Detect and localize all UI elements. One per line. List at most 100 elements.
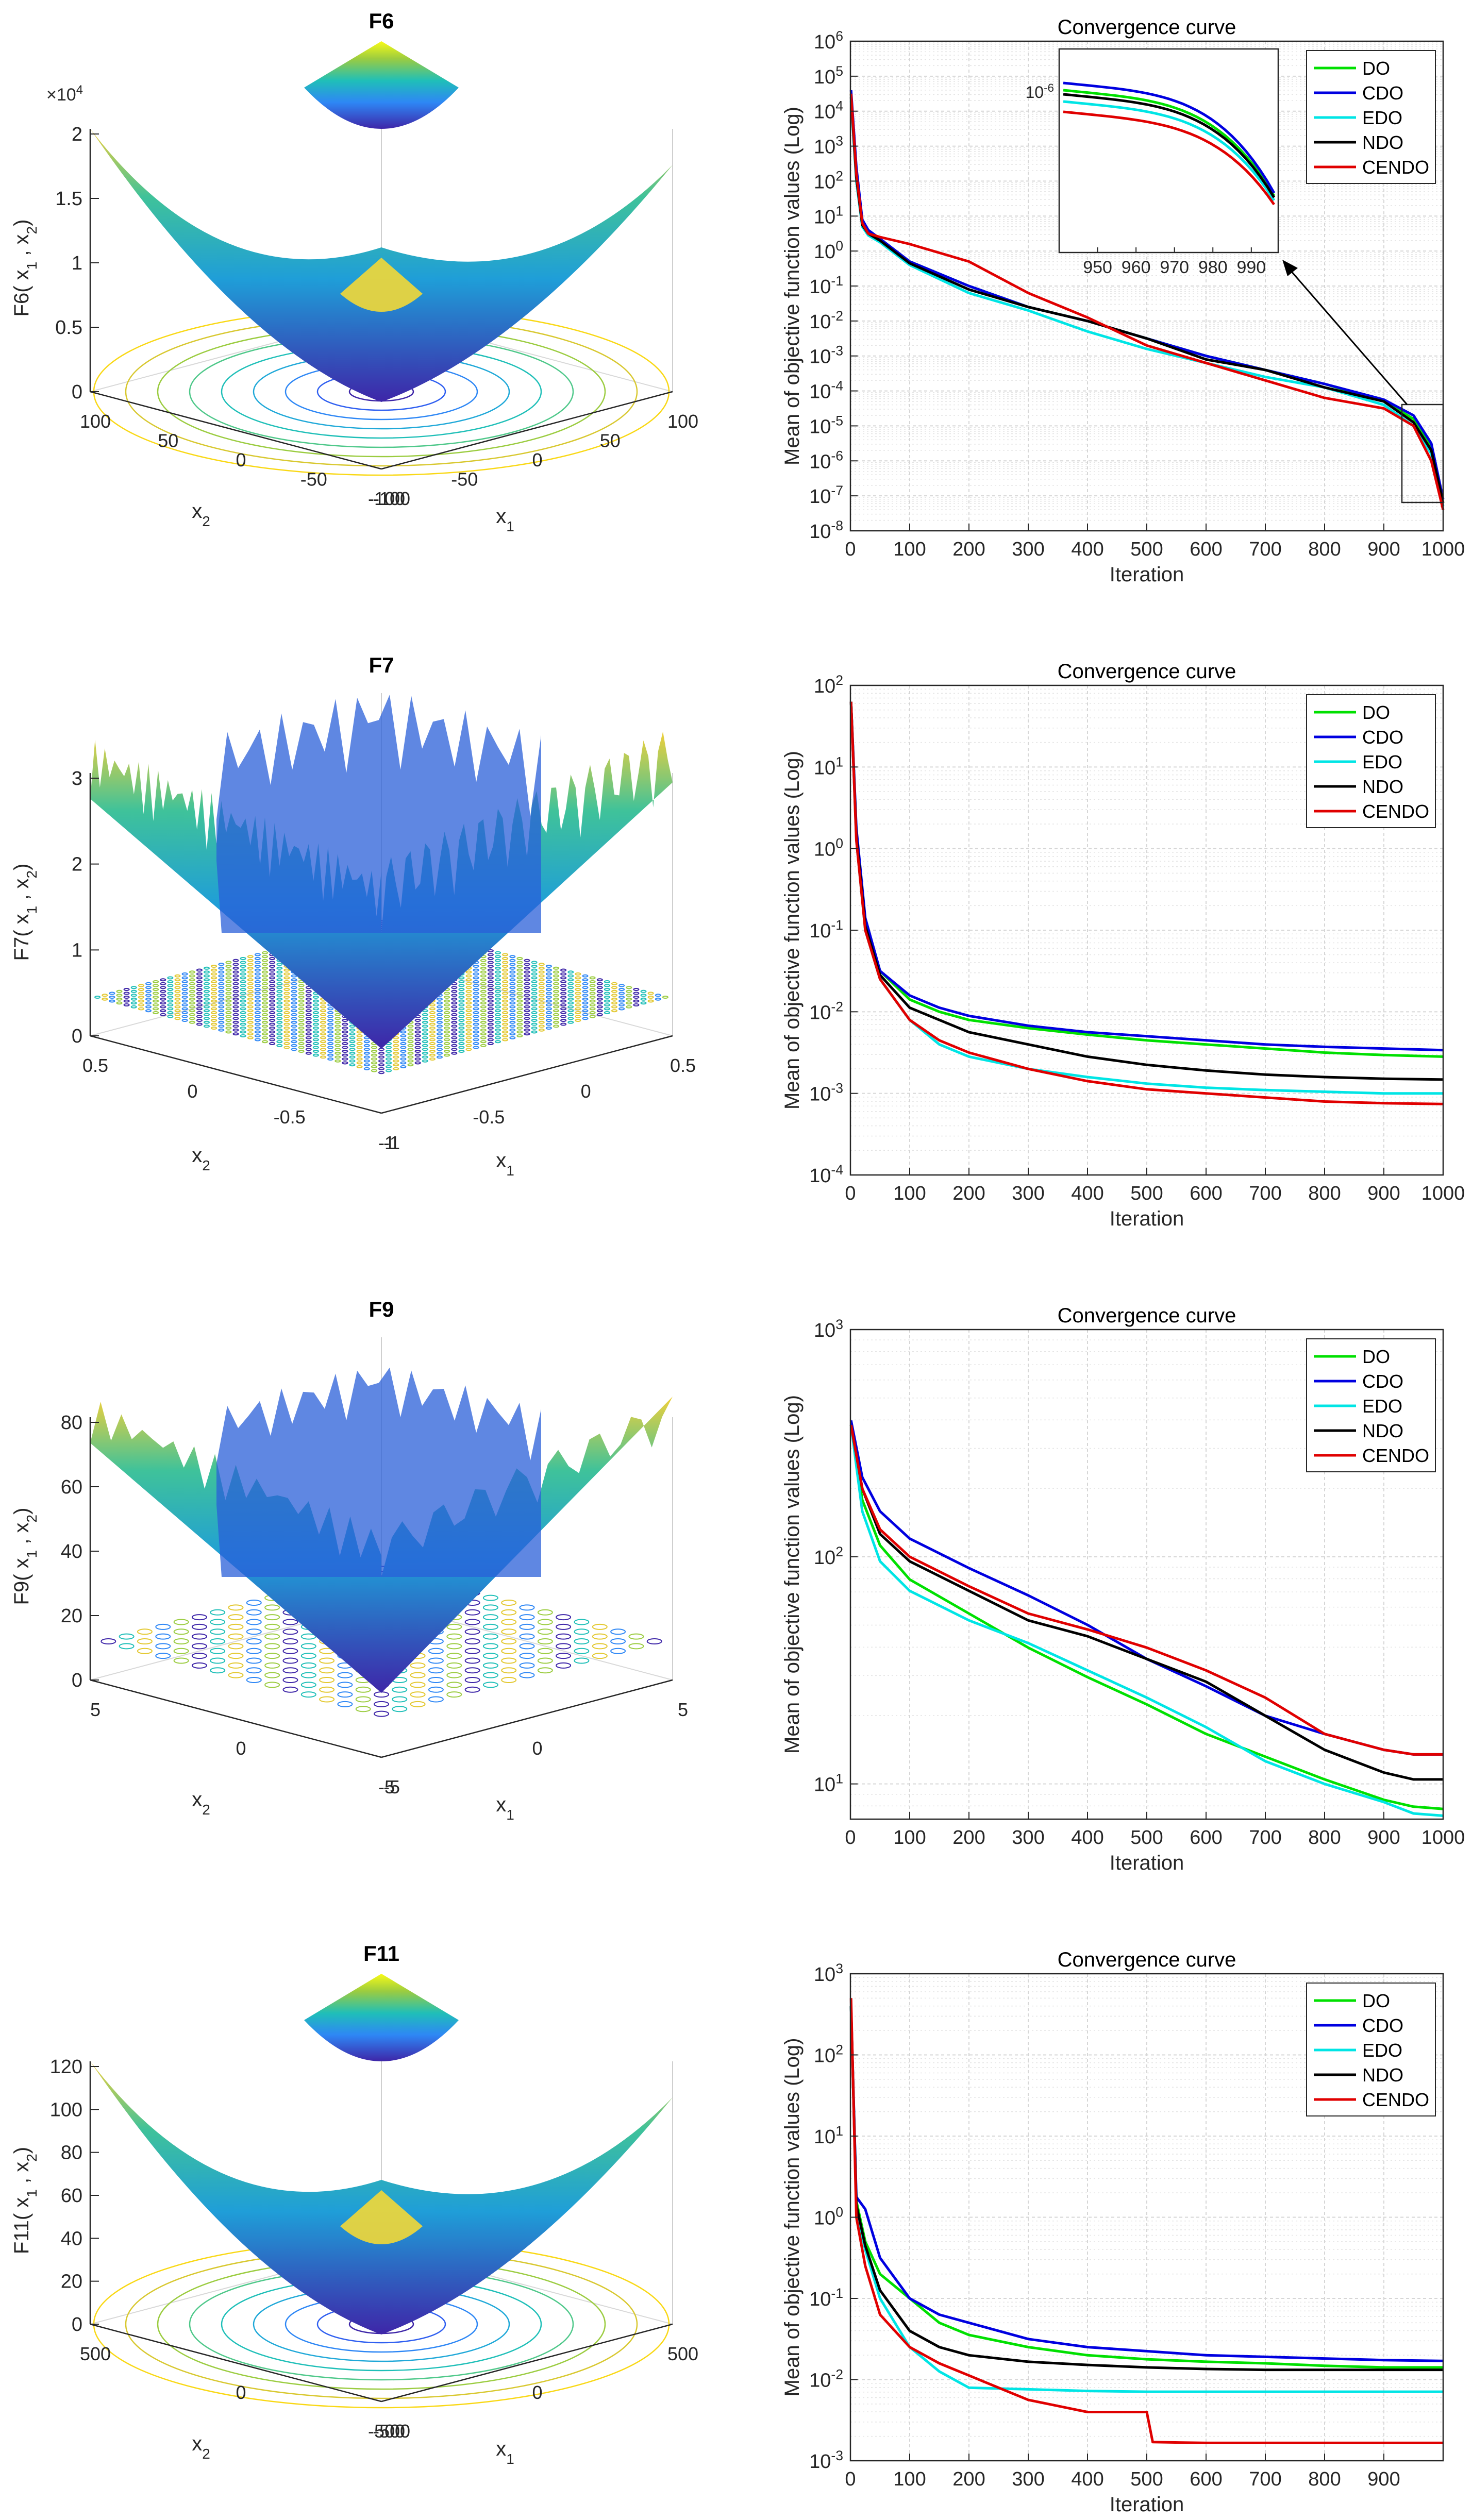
contour-cell (174, 1013, 181, 1016)
contour-cell (458, 1011, 465, 1014)
contour-cell (247, 978, 254, 982)
contour-cell (334, 1059, 341, 1063)
contour-cell (553, 982, 559, 985)
contour-cell (334, 1036, 341, 1039)
contour-cell (319, 1696, 335, 1703)
contour-cell (232, 982, 239, 985)
contour-cell (429, 1015, 436, 1018)
contour-cell (225, 1027, 232, 1030)
contour-cell (516, 984, 523, 987)
contour-cell (262, 1032, 268, 1036)
contour-cell (519, 1633, 535, 1640)
contour-cell (516, 972, 523, 976)
contour-cell (582, 1001, 589, 1005)
contour-cell (473, 1003, 479, 1006)
y-tick-label: -500 (368, 2421, 405, 2442)
contour-cell (240, 1015, 246, 1018)
x-tick-label: -50 (451, 469, 478, 490)
contour-cell (269, 961, 276, 964)
contour-cell (444, 1046, 450, 1049)
contour-cell (283, 976, 290, 980)
contour-cell (451, 1048, 458, 1051)
y-tick-label: 104 (814, 98, 843, 123)
x-tick-label: 900 (1367, 1183, 1400, 1204)
contour-cell (451, 1028, 458, 1032)
contour-cell (228, 1643, 244, 1650)
contour-cell (225, 976, 232, 980)
contour-cell (465, 1032, 472, 1036)
contour-cell (524, 974, 530, 978)
x-tick-label: 100 (893, 539, 926, 560)
contour-cell (298, 999, 305, 1003)
contour-cell (451, 1036, 458, 1039)
contour-cell (210, 1609, 226, 1616)
legend-label-do: DO (1362, 58, 1390, 79)
contour-cell (480, 1005, 487, 1009)
contour-cell (320, 1051, 326, 1055)
contour-cell (291, 1013, 297, 1016)
contour-cell (531, 996, 538, 999)
contour-cell (334, 1028, 341, 1032)
contour-cell (422, 1040, 428, 1044)
contour-cell (482, 1614, 498, 1621)
contour-cell (487, 996, 494, 999)
contour-cell (437, 1028, 443, 1032)
contour-cell (400, 1034, 407, 1037)
contour-cell (232, 986, 239, 989)
contour-cell (487, 1022, 494, 1026)
contour-cell (553, 989, 559, 993)
contour-cell (458, 976, 465, 980)
contour-cell (560, 1015, 567, 1018)
contour-cell (604, 996, 610, 999)
contour-cell (545, 1007, 552, 1011)
contour-cell (482, 1604, 498, 1611)
contour-cell (211, 992, 218, 995)
contour-cell (502, 1022, 509, 1026)
contour-cell (247, 989, 254, 993)
contour-cell (626, 1001, 632, 1005)
contour-cell (407, 1059, 414, 1063)
contour-cell (320, 1044, 326, 1047)
contour-cell (407, 1036, 414, 1039)
contour-cell (254, 988, 261, 991)
contour-cell (320, 1020, 326, 1024)
contour-cell (232, 1024, 239, 1028)
contour-cell (538, 1013, 545, 1016)
contour-cell (349, 1055, 356, 1059)
contour-cell (174, 974, 181, 978)
contour-cell (604, 980, 610, 983)
contour-cell (342, 1027, 348, 1030)
contour-cell (254, 1019, 261, 1022)
contour-cell (282, 1657, 298, 1664)
contour-cell (410, 1701, 426, 1707)
z-axis-label: F11( x1 , x2) (10, 2147, 40, 2254)
y-tick-label: 100 (814, 836, 843, 861)
x-tick-label: 600 (1190, 1183, 1222, 1204)
contour-cell (356, 1050, 363, 1053)
contour-cell (312, 999, 319, 1003)
contour-cell (465, 989, 472, 993)
contour-cell (174, 1005, 181, 1009)
contour-cell (276, 989, 283, 993)
contour-cell (276, 1009, 283, 1013)
contour-cell (356, 1034, 363, 1037)
contour-cell (516, 988, 523, 991)
contour-cell (291, 997, 297, 1001)
contour-cell (153, 988, 159, 991)
y-tick-label: 5 (90, 1699, 101, 1720)
contour-cell (282, 1686, 298, 1693)
contour-cell (465, 1017, 472, 1020)
contour-cell (247, 1032, 254, 1036)
contour-cell (232, 959, 239, 962)
contour-cell (312, 1042, 319, 1045)
contour-cell (531, 1022, 538, 1026)
contour-cell (204, 966, 210, 970)
contour-cell (444, 1015, 450, 1018)
contour-cell (262, 997, 268, 1001)
contour-cell (487, 976, 494, 980)
contour-cell (298, 1022, 305, 1026)
contour-cell (458, 992, 465, 995)
contour-cell (254, 957, 261, 960)
contour-cell (592, 1623, 608, 1630)
contour-cell (283, 1030, 290, 1034)
